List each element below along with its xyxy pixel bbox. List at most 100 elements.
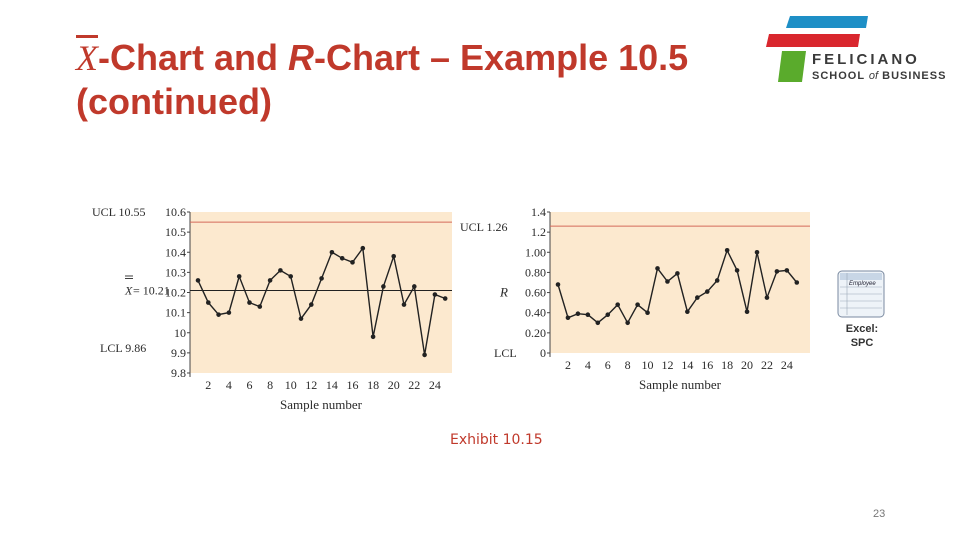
- xbar-chart-data-point: [422, 352, 427, 358]
- r-chart-data-point: [555, 282, 561, 287]
- xbar-chart-xtick-label: 10: [285, 378, 297, 392]
- r-chart-ytick-label: 1.00: [525, 245, 546, 259]
- xbar-chart-data-point: [226, 310, 232, 315]
- logo-sub-school: SCHOOL: [812, 70, 869, 82]
- title-text-1: -Chart and: [98, 37, 289, 78]
- r-chart-xtick-label: 4: [585, 358, 591, 372]
- xbar-chart-ytick-label: 10.5: [165, 225, 186, 239]
- xbar-chart-xtick-label: 16: [347, 378, 359, 392]
- xbar-chart-ytick-label: 10.1: [165, 306, 186, 320]
- r-chart-lcl-label: LCL: [494, 346, 517, 360]
- r-chart-data-point: [635, 302, 640, 307]
- xbar-chart-plot-area: [190, 212, 452, 373]
- r-chart-ytick-label: 0.60: [525, 286, 546, 300]
- r-chart-data-point: [744, 309, 750, 315]
- r-chart-data-point: [655, 266, 660, 271]
- title-xbar-symbol: X: [76, 38, 98, 78]
- r-chart-y-axis-label: R: [499, 285, 508, 300]
- xbar-chart-x-axis-label: Sample number: [280, 397, 363, 412]
- excel-spreadsheet-icon: Employee: [837, 270, 885, 318]
- r-chart-ytick-label: 0.20: [525, 326, 546, 340]
- r-chart-ytick-label: 0: [540, 346, 546, 360]
- xbar-chart-lcl-label: LCL 9.86: [100, 341, 146, 355]
- xbar-chart-xtick-label: 12: [305, 378, 317, 392]
- r-chart-xtick-label: 2: [565, 358, 571, 372]
- excel-label-line1: Excel:: [845, 323, 879, 335]
- r-chart-xtick-label: 6: [605, 358, 611, 372]
- xbar-chart-ytick-label: 10.6: [165, 205, 186, 219]
- xbar-chart-data-point: [360, 245, 366, 251]
- xbar-chart-data-point: [381, 284, 386, 289]
- xbar-chart-ytick-label: 10.4: [165, 245, 186, 259]
- r-chart-xtick-label: 18: [721, 358, 733, 372]
- r-chart-data-point: [575, 311, 581, 317]
- r-chart-data-point: [615, 302, 620, 307]
- slide-title: X-Chart and R-Chart – Example 10.5 (cont…: [76, 36, 736, 124]
- xbar-chart-xtick-label: 2: [205, 378, 211, 392]
- xbar-chart-xtick-label: 6: [247, 378, 253, 392]
- logo-subtitle: SCHOOL of BUSINESS: [812, 70, 946, 82]
- xbar-chart-xtick-label: 22: [408, 378, 420, 392]
- r-chart-xtick-label: 8: [625, 358, 631, 372]
- r-chart-xtick-label: 22: [761, 358, 773, 372]
- xbar-chart-center-label-value: = 10.21: [133, 283, 170, 297]
- r-chart-data-point: [754, 249, 760, 255]
- xbar-chart-data-point: [391, 253, 397, 259]
- excel-label-line2: SPC: [850, 337, 874, 349]
- xbar-chart-xtick-label: 24: [429, 378, 441, 392]
- r-chart-data-point: [784, 268, 790, 273]
- exhibit-caption: Exhibit 10.15: [450, 432, 543, 448]
- r-chart-data-point: [605, 312, 611, 318]
- xbar-chart-data-point: [370, 334, 376, 340]
- page-number: 23: [873, 508, 886, 520]
- xbar-chart-xtick-label: 8: [267, 378, 273, 392]
- xbar-chart-data-point: [442, 296, 448, 301]
- title-r-symbol: R: [288, 37, 315, 78]
- r-chart-data-point: [695, 295, 700, 300]
- r-chart-xtick-label: 14: [681, 358, 693, 372]
- r-chart-ucl-label: UCL 1.26: [460, 220, 508, 234]
- xbar-chart-data-point: [257, 304, 263, 309]
- excel-spc-label: Excel: SPC: [834, 322, 890, 350]
- xbar-chart-data-point: [288, 274, 294, 279]
- xbar-chart-data-point: [278, 268, 283, 273]
- r-chart-ytick-label: 0.40: [525, 306, 546, 320]
- r-chart-ytick-label: 0.80: [525, 265, 546, 279]
- school-logo: FELICIANO SCHOOL of BUSINESS: [766, 14, 956, 86]
- xbar-chart-data-point: [339, 255, 345, 261]
- r-chart-xtick-label: 12: [661, 358, 673, 372]
- xbar-chart-xtick-label: 14: [326, 378, 338, 392]
- r-chart-xtick-label: 16: [701, 358, 713, 372]
- logo-green-bar: [778, 51, 806, 82]
- xbar-chart-xtick-label: 20: [388, 378, 400, 392]
- logo-sub-business: BUSINESS: [878, 70, 947, 82]
- r-chart-xtick-label: 20: [741, 358, 753, 372]
- r-chart-data-point: [764, 295, 770, 300]
- xbar-chart-data-point: [350, 260, 355, 265]
- xbar-chart-ytick-label: 10: [174, 326, 186, 340]
- xbar-chart-data-point: [401, 302, 407, 307]
- logo-name: FELICIANO: [812, 51, 920, 68]
- r-chart-data-point: [685, 309, 690, 315]
- xbar-chart-data-point: [247, 300, 252, 305]
- r-chart-x-axis-label: Sample number: [639, 377, 722, 392]
- xbar-chart-data-point: [412, 284, 417, 289]
- r-chart-data-point: [794, 280, 800, 285]
- r-chart-data-point: [565, 315, 571, 321]
- xbar-chart-data-point: [319, 276, 324, 281]
- logo-red-stripe: [766, 34, 860, 47]
- xbar-chart-ucl-label: UCL 10.55: [92, 205, 146, 219]
- xbar-chart-ytick-label: 10.3: [165, 265, 186, 279]
- r-chart-xtick-label: 10: [642, 358, 654, 372]
- xbar-chart-ytick-label: 9.9: [171, 346, 186, 360]
- xbar-chart-data-point: [432, 292, 438, 297]
- xbar-chart-data-point: [267, 278, 273, 283]
- r-chart-data-point: [675, 271, 680, 276]
- xbar-chart-data-point: [216, 312, 221, 317]
- r-chart-data-point: [724, 247, 730, 253]
- r-chart-xtick-label: 24: [781, 358, 793, 372]
- r-chart-data-point: [645, 310, 650, 316]
- r-chart-data-point: [774, 269, 780, 274]
- xbar-chart-ytick-label: 10.2: [165, 286, 186, 300]
- xbar-chart-xtick-label: 18: [367, 378, 379, 392]
